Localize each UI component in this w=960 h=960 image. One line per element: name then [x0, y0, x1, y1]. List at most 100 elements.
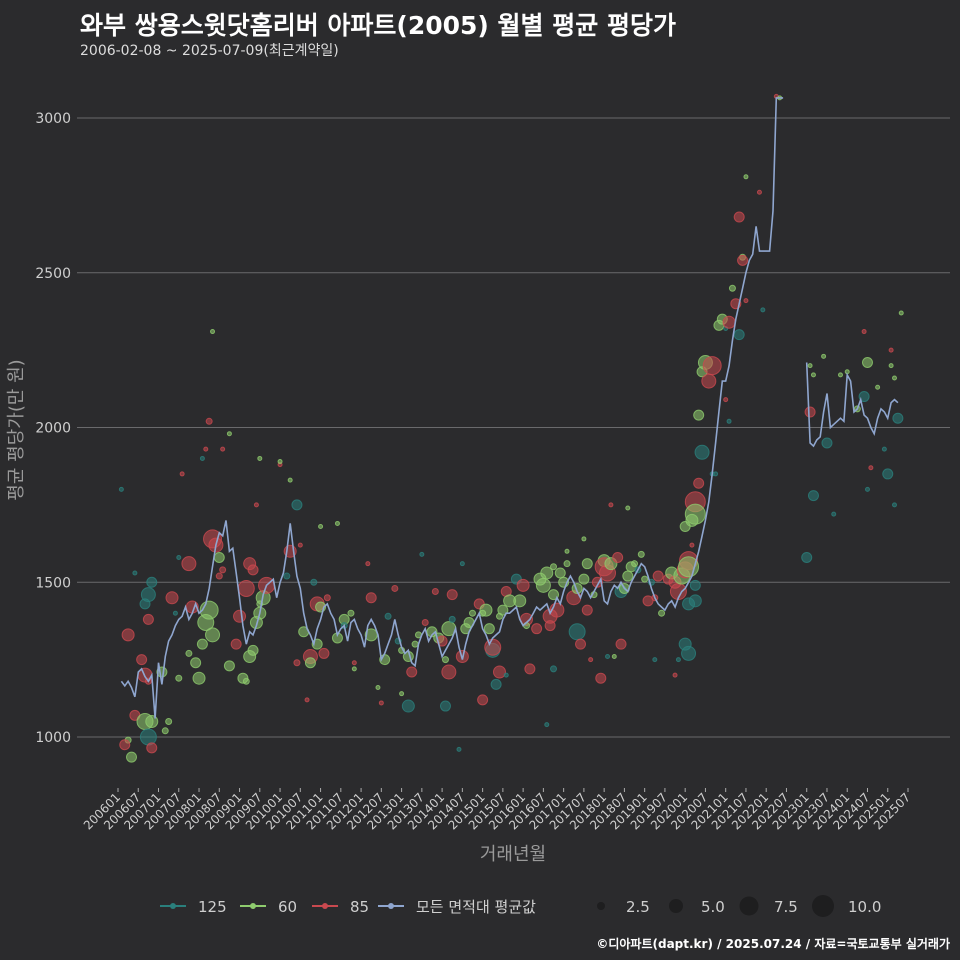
data-point-60 — [550, 563, 558, 571]
data-point-60 — [277, 459, 283, 465]
data-point-125 — [456, 746, 462, 752]
data-point-85 — [365, 592, 377, 604]
legend-size-label: 7.5 — [774, 898, 798, 916]
data-point-60 — [483, 623, 495, 635]
data-point-125 — [283, 572, 291, 580]
data-point-60 — [441, 656, 449, 664]
data-point-60 — [821, 353, 827, 359]
data-point-60 — [693, 409, 705, 421]
data-point-125 — [891, 502, 897, 508]
data-point-85 — [146, 742, 158, 754]
data-point-60 — [257, 455, 263, 461]
data-point-60 — [837, 372, 843, 378]
data-point-60 — [891, 375, 897, 381]
data-point-125 — [118, 486, 124, 492]
data-point-60 — [495, 612, 503, 620]
data-point-85 — [484, 638, 502, 656]
data-point-125 — [503, 672, 509, 678]
data-point-60 — [497, 604, 509, 616]
data-point-125 — [419, 551, 425, 557]
y-tick-label: 3000 — [35, 111, 71, 127]
data-point-60 — [165, 718, 173, 726]
data-point-60 — [625, 505, 631, 511]
data-point-60 — [563, 560, 571, 568]
data-point-85 — [136, 654, 148, 666]
data-point-85 — [516, 578, 530, 592]
data-point-60 — [581, 536, 587, 542]
data-point-85 — [737, 254, 749, 266]
data-point-125 — [199, 455, 205, 461]
legend-label-avg: 모든 면적대 평균값 — [416, 898, 536, 916]
data-point-60 — [185, 649, 193, 657]
data-point-85 — [477, 694, 489, 706]
data-point-85 — [220, 446, 226, 452]
data-point-60 — [513, 594, 527, 608]
data-point-125 — [132, 570, 138, 576]
data-point-85 — [588, 657, 594, 663]
legend-size-circle — [739, 896, 759, 916]
data-point-85 — [693, 477, 705, 489]
legend-dot-avg — [388, 903, 394, 909]
legend-size-circle — [812, 895, 834, 917]
data-point-60 — [898, 310, 904, 316]
data-point-125 — [892, 412, 904, 424]
data-point-85 — [672, 672, 678, 678]
y-gridlines: 1000 1500 2000 2500 3000 — [35, 111, 950, 746]
data-point-60 — [318, 524, 324, 530]
data-point-60 — [351, 666, 357, 672]
data-point-60 — [861, 357, 873, 369]
data-point-125 — [490, 678, 502, 690]
data-point-85 — [441, 664, 457, 680]
legend-size-circle — [597, 902, 605, 910]
legend-label-60: 60 — [278, 898, 297, 916]
data-point-125 — [146, 576, 158, 588]
data-point-85 — [608, 502, 614, 508]
data-point-125 — [605, 654, 611, 660]
data-point-60 — [226, 431, 232, 437]
data-point-125 — [459, 561, 465, 567]
data-point-125 — [652, 657, 658, 663]
data-point-60 — [554, 567, 566, 579]
data-point-125 — [801, 551, 813, 563]
y-tick-label: 1500 — [35, 575, 71, 591]
data-point-85 — [293, 659, 301, 667]
data-point-85 — [233, 609, 247, 623]
data-point-125 — [139, 598, 151, 610]
legend-size-circle — [669, 899, 683, 913]
data-point-60 — [196, 638, 208, 650]
data-point-85 — [421, 618, 429, 626]
data-point-60 — [192, 671, 206, 685]
data-point-125 — [821, 437, 833, 449]
data-point-125 — [544, 722, 550, 728]
data-point-60 — [375, 684, 381, 690]
data-point-125 — [726, 418, 732, 424]
data-point-85 — [544, 620, 556, 632]
data-point-85 — [756, 189, 762, 195]
data-point-60 — [875, 384, 881, 390]
data-point-85 — [431, 588, 439, 596]
data-point-85 — [531, 623, 543, 635]
average-line — [120, 97, 784, 719]
data-point-85 — [689, 542, 695, 548]
data-point-60 — [247, 644, 259, 656]
data-point-60 — [581, 558, 593, 570]
data-point-60 — [564, 548, 570, 554]
data-point-60 — [637, 550, 645, 558]
data-point-60 — [287, 477, 293, 483]
data-point-125 — [864, 486, 870, 492]
data-point-125 — [139, 728, 157, 746]
data-point-60 — [631, 560, 639, 568]
data-point-125 — [689, 579, 701, 591]
legend-size-label: 10.0 — [848, 898, 881, 916]
data-point-60 — [426, 626, 438, 638]
data-point-85 — [121, 628, 135, 642]
data-point-125 — [688, 594, 702, 608]
data-point-125 — [291, 499, 303, 511]
data-point-60 — [210, 329, 216, 335]
data-point-60 — [205, 627, 221, 643]
y-tick-label: 2000 — [35, 421, 71, 437]
legend-label-125: 125 — [198, 898, 227, 916]
data-point-60 — [347, 609, 355, 617]
chart-subtitle: 2006-02-08 ~ 2025-07-09(최근계약일) — [80, 43, 339, 59]
data-point-125 — [439, 700, 451, 712]
